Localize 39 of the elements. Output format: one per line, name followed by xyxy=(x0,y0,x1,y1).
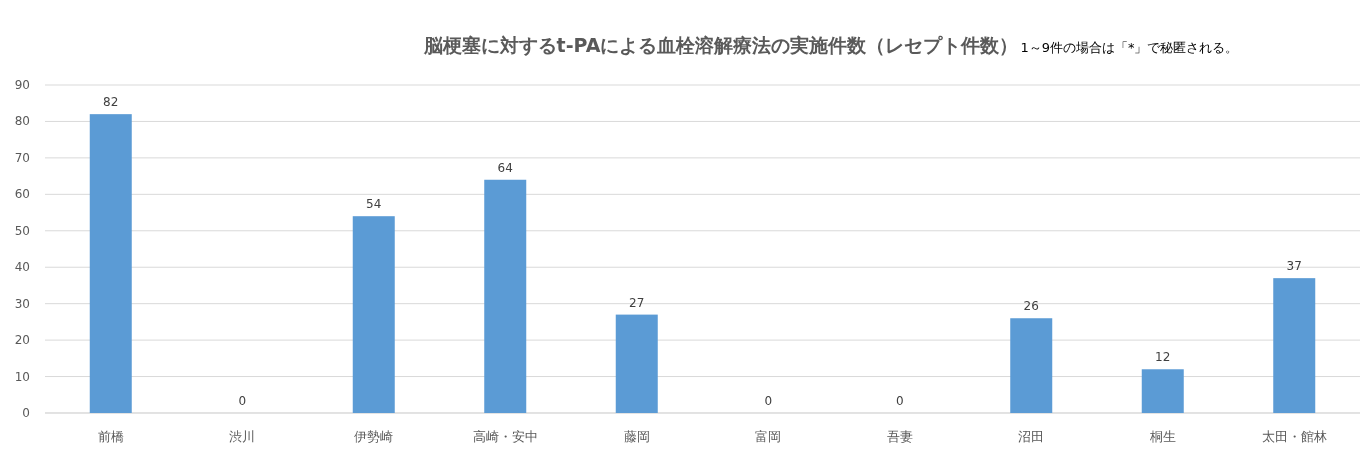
y-tick-label: 40 xyxy=(14,260,30,275)
data-label: 82 xyxy=(103,95,119,110)
data-label: 54 xyxy=(366,197,382,212)
x-tick-label: 前橋 xyxy=(97,429,124,444)
data-label: 27 xyxy=(629,295,645,310)
x-tick-label: 太田・館林 xyxy=(1261,429,1327,444)
bar xyxy=(1141,369,1184,413)
y-tick-label: 70 xyxy=(14,150,30,165)
x-tick-label: 桐生 xyxy=(1148,429,1176,444)
bar xyxy=(1010,318,1053,413)
bar xyxy=(484,179,527,413)
y-tick-label: 90 xyxy=(14,78,30,92)
chart-title: 脳梗塞に対するt-PAによる血栓溶解療法の実施件数（レセプト件数） xyxy=(422,34,1019,56)
x-tick-label: 富岡 xyxy=(755,429,782,444)
bar xyxy=(89,114,132,413)
y-tick-label: 0 xyxy=(22,406,30,420)
chart-subtitle: 1～9件の場合は「*」で秘匿される。 xyxy=(1020,40,1239,55)
data-label: 64 xyxy=(497,160,513,175)
x-tick-label: 渋川 xyxy=(229,429,256,444)
x-tick-label: 伊勢崎 xyxy=(354,429,394,444)
data-label: 12 xyxy=(1155,350,1171,365)
y-tick-label: 30 xyxy=(14,296,30,311)
x-tick-label: 沼田 xyxy=(1018,429,1045,444)
y-tick-label: 60 xyxy=(14,187,30,202)
bar xyxy=(615,314,658,413)
y-tick-label: 20 xyxy=(14,333,30,348)
x-tick-label: 藤岡 xyxy=(623,429,650,444)
bar xyxy=(1273,278,1316,413)
bar xyxy=(352,216,395,413)
y-tick-label: 10 xyxy=(14,369,30,384)
data-label: 37 xyxy=(1286,259,1302,274)
data-label: 0 xyxy=(764,394,773,408)
y-tick-label: 80 xyxy=(14,114,30,129)
x-tick-label: 高崎・安中 xyxy=(472,429,538,444)
data-label: 0 xyxy=(238,394,247,408)
y-tick-label: 50 xyxy=(14,223,30,238)
data-label: 0 xyxy=(895,394,904,408)
x-tick-label: 吾妻 xyxy=(886,429,913,444)
data-label: 26 xyxy=(1023,299,1039,314)
